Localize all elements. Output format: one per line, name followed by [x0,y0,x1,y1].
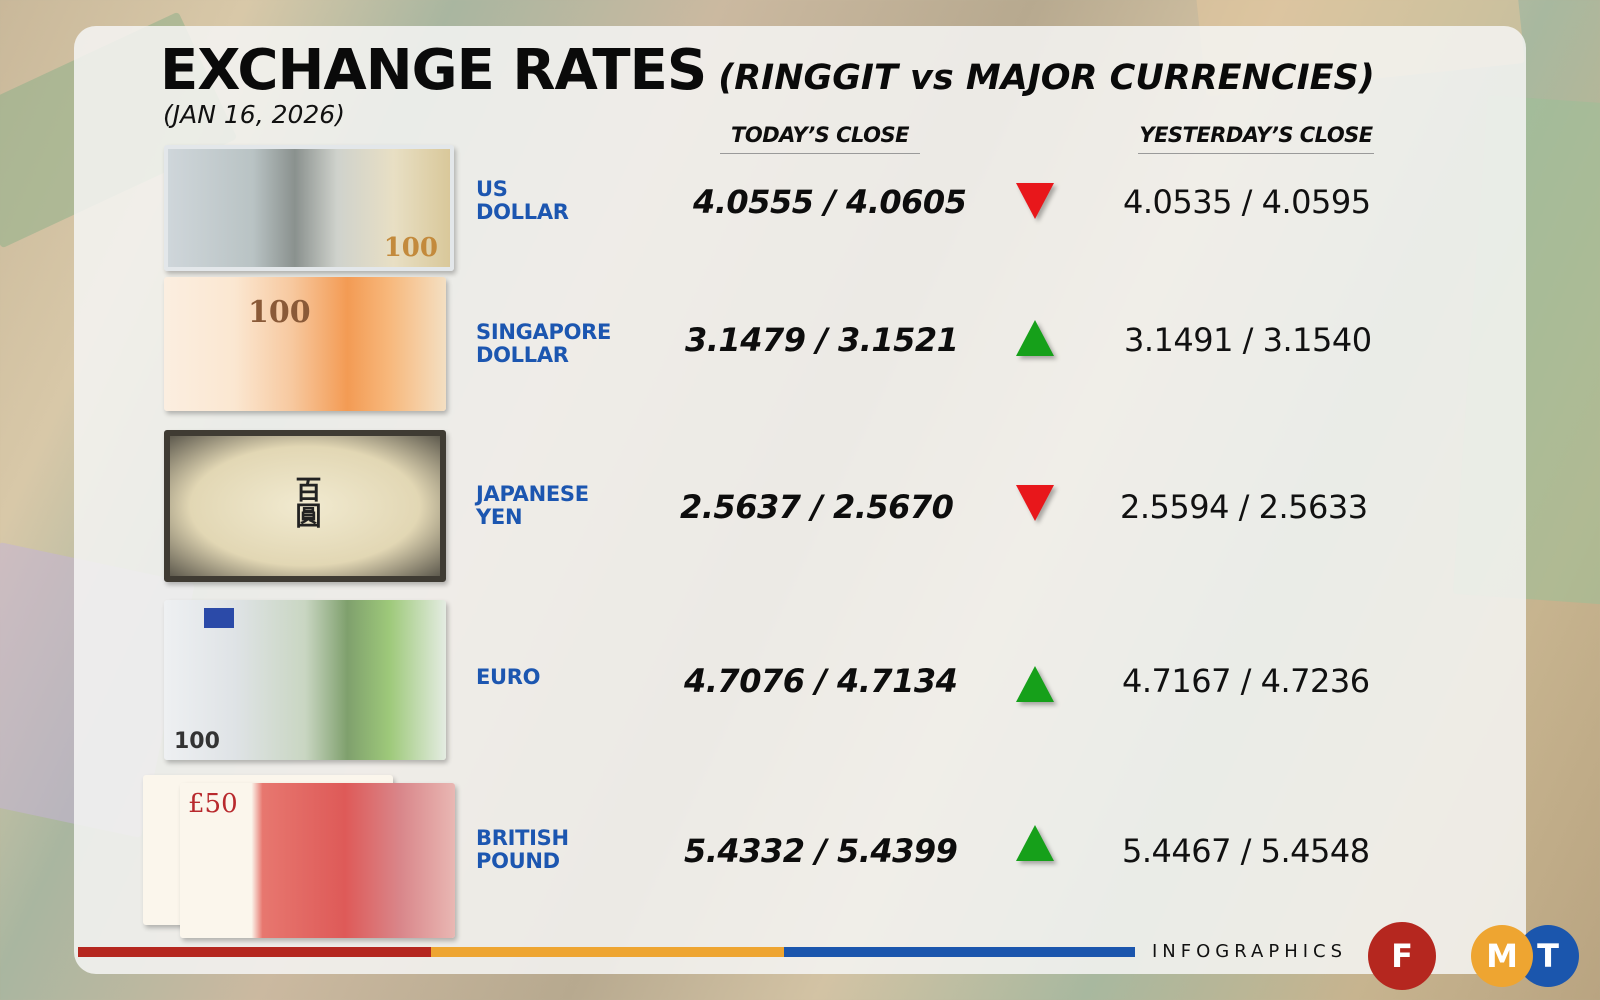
usd-note-denomination: 100 [383,233,438,263]
trend-up-icon [1016,666,1054,702]
footer-bar-orange [431,947,784,957]
currency-name-eur: EURO [476,665,541,689]
today-close-jpy: 2.5637 / 2.5670 [680,488,954,526]
currency-name-gbp: BRITISH POUND [476,827,569,873]
today-close-sgd: 3.1479 / 3.1521 [685,321,959,359]
page-title: EXCHANGE RATES (RINGGIT vs MAJOR CURRENCI… [160,38,1375,103]
logo-letter-t: T [1517,925,1579,987]
today-close-usd: 4.0555 / 4.0605 [693,183,967,221]
currency-name-sgd: SINGAPORE DOLLAR [476,321,611,367]
currency-name-jpy: JAPANESE YEN [476,483,589,529]
sgd-note-denomination: 100 [248,295,311,330]
currency-name-line1: BRITISH [476,826,569,850]
column-header-today: TODAY’S CLOSE [720,123,920,154]
trend-up-icon [1016,320,1054,356]
today-close-gbp: 5.4332 / 5.4399 [684,832,958,870]
trend-up-icon [1016,825,1054,861]
currency-name-line1: SINGAPORE [476,320,612,344]
logo-letter-f: F [1368,922,1436,990]
eur-banknote-image: 100 [164,600,446,760]
yesterday-close-sgd: 3.1491 / 3.1540 [1124,321,1372,359]
logo-letter-m: M [1471,925,1533,987]
yesterday-close-usd: 4.0535 / 4.0595 [1123,183,1371,221]
jpy-note-denomination: 百圓 [291,476,321,528]
gbp-banknote-image: £50 [180,783,455,938]
title-subtitle: (RINGGIT vs MAJOR CURRENCIES) [718,58,1375,98]
jpy-banknote-image: 百圓 [164,430,446,582]
yesterday-close-gbp: 5.4467 / 5.4548 [1122,832,1370,870]
eu-flag [204,608,234,628]
currency-name-line2: POUND [476,849,560,873]
sgd-banknote-image: 100 [164,277,446,411]
currency-name-line1: EURO [476,665,541,689]
eur-note-denomination: 100 [174,729,220,754]
currency-name-line1: JAPANESE [476,482,589,506]
trend-down-icon [1016,183,1054,219]
usd-banknote-image: 100 [164,145,454,271]
currency-name-line2: YEN [476,505,523,529]
column-header-yesterday: YESTERDAY’S CLOSE [1138,123,1374,154]
currency-name-line2: DOLLAR [476,200,569,224]
footer-bar-red [78,947,431,957]
today-close-eur: 4.7076 / 4.7134 [684,662,958,700]
footer-bar-blue [784,947,1135,957]
footer-infographics-label: INFOGRAPHICS [1152,941,1348,962]
trend-down-icon [1016,485,1054,521]
title-text: EXCHANGE RATES [160,38,707,103]
currency-name-usd: US DOLLAR [476,178,569,224]
currency-name-line1: US [476,177,508,201]
gbp-note-denomination: £50 [188,789,238,819]
date-label: (JAN 16, 2026) [163,100,345,129]
currency-name-line2: DOLLAR [476,343,569,367]
yesterday-close-eur: 4.7167 / 4.7236 [1122,662,1370,700]
yesterday-close-jpy: 2.5594 / 2.5633 [1120,488,1368,526]
